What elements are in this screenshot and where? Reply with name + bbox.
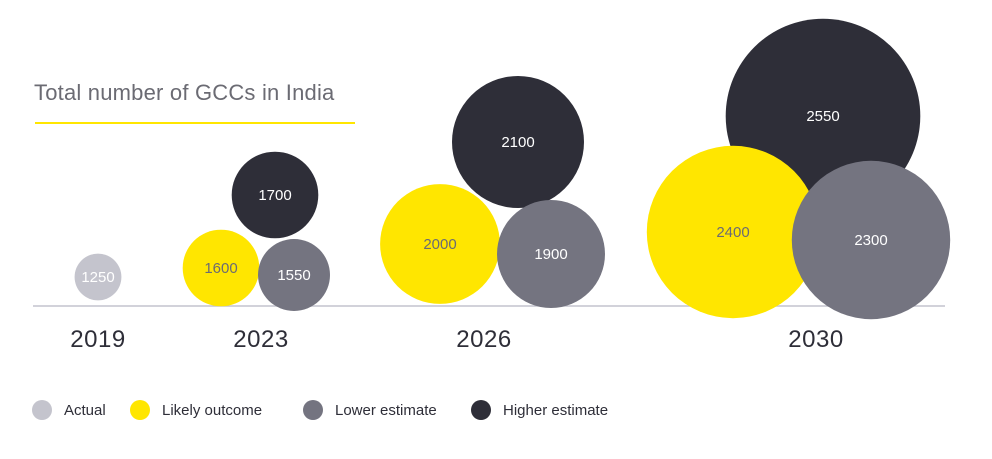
year-label-2019: 2019: [70, 326, 126, 353]
bubble-label-actual-2019: 1250: [81, 269, 114, 286]
chart-title: Total number of GCCs in India: [34, 80, 335, 105]
bubble-label-likely-outcome-2030: 2400: [716, 224, 749, 241]
legend-swatch-actual: [32, 400, 52, 420]
bubble-lower-estimate-2023: [258, 239, 330, 311]
legend-item-lower: Lower estimate: [303, 398, 437, 422]
bubble-label-lower-estimate-2030: 2300: [854, 232, 887, 249]
bubble-label-lower-estimate-2026: 1900: [534, 246, 567, 263]
legend-label-higher: Higher estimate: [503, 401, 609, 419]
bubble-lower-estimate-2026: [497, 200, 605, 308]
title-underline: [35, 122, 355, 124]
bubble-likely-outcome-2023: [182, 229, 260, 307]
legend-item-likely: Likely outcome: [130, 398, 262, 422]
legend-item-actual: Actual: [32, 398, 106, 422]
bubble-label-lower-estimate-2023: 1550: [277, 267, 310, 284]
legend-label-actual: Actual: [64, 401, 106, 419]
legend-label-likely: Likely outcome: [162, 401, 263, 419]
bubble-label-higher-estimate-2023: 1700: [258, 187, 291, 204]
legend-label-lower: Lower estimate: [335, 401, 437, 419]
legend-item-higher: Higher estimate: [471, 398, 608, 422]
bubble-lower-estimate-2030: [791, 160, 951, 320]
bubble-actual-2019: [74, 253, 122, 301]
bubble-label-likely-outcome-2023: 1600: [204, 260, 237, 277]
bubble-label-likely-outcome-2026: 2000: [423, 236, 456, 253]
year-label-2023: 2023: [233, 326, 289, 353]
bubble-likely-outcome-2030: [646, 145, 820, 319]
bubble-label-higher-estimate-2026: 2100: [501, 134, 534, 151]
bubble-higher-estimate-2026: [452, 76, 584, 208]
legend-swatch-likely: [130, 400, 150, 420]
bubbles-group: 1250 1700 1600 1550 2100 2000 1900 2550 2400 2300: [74, 18, 951, 320]
legend-swatch-lower: [303, 400, 323, 420]
year-label-2030: 2030: [788, 326, 844, 353]
legend-swatch-higher: [471, 400, 491, 420]
bubble-higher-estimate-2023: [231, 151, 319, 239]
bubble-label-higher-estimate-2030: 2550: [806, 108, 839, 125]
bubble-likely-outcome-2026: [380, 184, 500, 304]
year-label-2026: 2026: [456, 326, 512, 353]
